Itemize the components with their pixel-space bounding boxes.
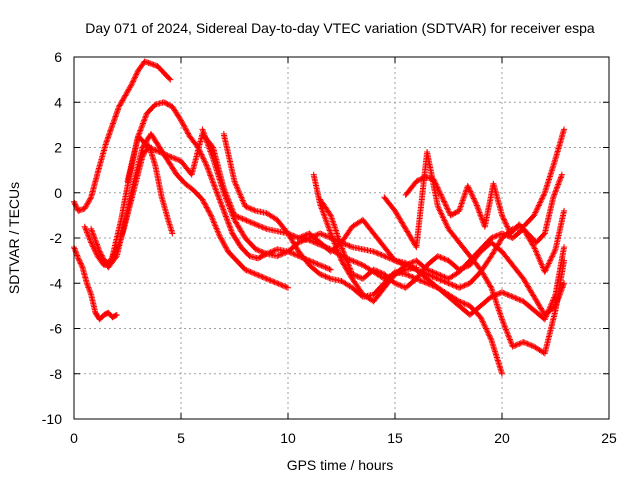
x-axis-label: GPS time / hours — [287, 457, 394, 473]
y-tick-label: 2 — [54, 140, 62, 156]
x-tick-label: 20 — [494, 430, 510, 446]
series-markers — [402, 171, 565, 246]
series-markers — [71, 58, 174, 214]
series-track-9 — [295, 207, 568, 282]
x-tick-label: 15 — [387, 430, 403, 446]
series-track-13 — [402, 171, 565, 246]
y-tick-label: 6 — [54, 49, 62, 65]
chart-title: Day 071 of 2024, Sidereal Day-to-day VTE… — [85, 20, 595, 36]
x-tick-label: 10 — [280, 430, 296, 446]
y-tick-label: -4 — [50, 275, 63, 291]
series-track-4 — [88, 130, 291, 291]
series-markers — [317, 196, 568, 318]
data-layer — [71, 58, 568, 377]
x-tick-label: 5 — [177, 430, 185, 446]
series-markers — [381, 149, 568, 357]
y-tick-label: 0 — [54, 185, 62, 201]
series-track-6 — [124, 130, 420, 282]
series-markers — [124, 130, 420, 282]
series-markers — [295, 207, 568, 282]
y-tick-label: -6 — [50, 321, 63, 337]
x-tick-label: 0 — [70, 430, 78, 446]
series-track-1 — [71, 58, 174, 214]
y-tick-label: -2 — [50, 230, 63, 246]
x-tick-label: 25 — [601, 430, 617, 446]
y-tick-label: -10 — [42, 411, 62, 427]
series-track-11 — [317, 196, 568, 318]
series-markers — [88, 130, 291, 291]
y-axis-label: SDTVAR / TECUs — [6, 182, 22, 294]
grid-layer — [74, 57, 609, 419]
series-track-12 — [381, 149, 568, 357]
y-tick-label: 4 — [54, 94, 62, 110]
ticks-layer: 0 5 10 15 20 25 -10 -8 -6 -4 -2 0 2 4 6 — [42, 49, 617, 446]
y-tick-label: -8 — [50, 366, 63, 382]
